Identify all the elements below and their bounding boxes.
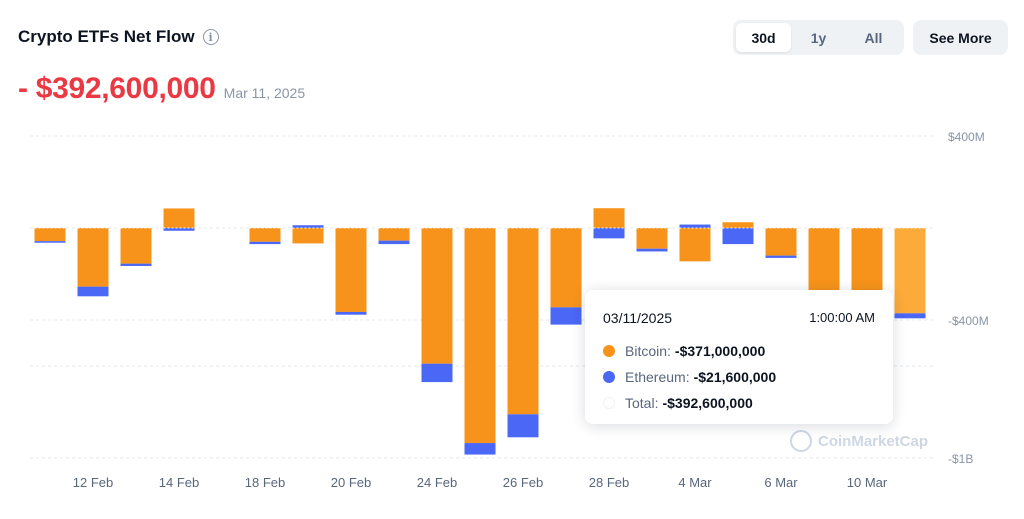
tooltip-date: 03/11/2025 bbox=[603, 310, 673, 326]
bar-ethereum bbox=[335, 311, 367, 315]
tooltip-time: 1:00:00 AM bbox=[809, 310, 875, 325]
bar-bitcoin bbox=[163, 208, 195, 228]
bar-ethereum bbox=[679, 224, 711, 228]
info-icon[interactable]: i bbox=[202, 29, 219, 45]
bar-bitcoin bbox=[507, 228, 539, 415]
net-flow-date: Mar 11, 2025 bbox=[223, 85, 306, 101]
bar-ethereum bbox=[163, 228, 195, 231]
coinmarketcap-logo-icon bbox=[790, 430, 812, 452]
chart-title: Crypto ETFs Net Flow bbox=[18, 27, 195, 46]
bar-bitcoin bbox=[421, 228, 453, 364]
x-tick-label: 14 Feb bbox=[159, 475, 199, 490]
chart-header: Crypto ETFs Net Flow i bbox=[18, 27, 219, 47]
bar-bitcoin bbox=[593, 208, 625, 228]
tooltip-label: Bitcoin: bbox=[625, 343, 671, 359]
x-tick-label: 18 Feb bbox=[245, 475, 285, 490]
bar-bitcoin bbox=[722, 222, 754, 228]
y-tick-label: -$1B bbox=[948, 452, 973, 466]
bar-ethereum bbox=[120, 263, 152, 266]
tooltip-label: Total: bbox=[625, 395, 659, 411]
bar-bitcoin bbox=[77, 228, 109, 287]
chart-tooltip: 03/11/2025 1:00:00 AM Bitcoin: -$371,000… bbox=[585, 290, 893, 424]
x-tick-label: 10 Mar bbox=[847, 475, 888, 490]
tooltip-label: Ethereum: bbox=[625, 369, 690, 385]
watermark-text: CoinMarketCap bbox=[818, 432, 929, 450]
bar-bitcoin bbox=[851, 228, 883, 293]
bar-ethereum bbox=[34, 241, 66, 243]
tooltip-row-ethereum: Ethereum: -$21,600,000 bbox=[603, 364, 875, 390]
y-tick-label: $400M bbox=[948, 130, 985, 144]
tooltip-row-total: Total: -$392,600,000 bbox=[603, 390, 875, 416]
bar-ethereum bbox=[77, 286, 109, 297]
bar-bitcoin bbox=[378, 228, 410, 241]
time-range-selector: 30d 1y All bbox=[733, 20, 904, 55]
x-tick-label: 20 Feb bbox=[331, 475, 371, 490]
bar-bitcoin bbox=[335, 228, 367, 312]
bar-ethereum bbox=[894, 313, 926, 319]
bar-bitcoin bbox=[636, 228, 668, 249]
bar-ethereum bbox=[593, 228, 625, 239]
bar-bitcoin bbox=[249, 228, 281, 242]
y-tick-label: -$400M bbox=[948, 314, 989, 328]
bar-ethereum bbox=[249, 241, 281, 245]
bar-ethereum bbox=[421, 363, 453, 383]
bar-bitcoin bbox=[34, 228, 66, 242]
x-tick-label: 6 Mar bbox=[764, 475, 798, 490]
bar-ethereum bbox=[378, 240, 410, 245]
tooltip-row-bitcoin: Bitcoin: -$371,000,000 bbox=[603, 338, 875, 364]
tooltip-value: -$392,600,000 bbox=[662, 395, 753, 411]
bar-ethereum bbox=[292, 225, 324, 228]
bar-bitcoin bbox=[292, 228, 324, 244]
bar-bitcoin bbox=[464, 228, 496, 444]
range-tab-30d[interactable]: 30d bbox=[736, 23, 791, 52]
bar-bitcoin bbox=[765, 228, 797, 256]
x-tick-label: 28 Feb bbox=[589, 475, 629, 490]
bar-ethereum bbox=[550, 307, 582, 325]
bar-ethereum bbox=[765, 255, 797, 258]
x-tick-label: 24 Feb bbox=[417, 475, 457, 490]
x-tick-label: 26 Feb bbox=[503, 475, 543, 490]
net-flow-value: - $392,600,000 bbox=[18, 72, 216, 105]
total-dot-icon bbox=[603, 397, 615, 409]
range-tab-all[interactable]: All bbox=[864, 29, 883, 46]
bar-bitcoin bbox=[120, 228, 152, 264]
bar-bitcoin bbox=[679, 228, 711, 262]
x-tick-label: 4 Mar bbox=[678, 475, 712, 490]
tooltip-value: -$371,000,000 bbox=[674, 343, 766, 359]
bar-ethereum bbox=[722, 228, 754, 245]
bitcoin-dot-icon bbox=[603, 345, 615, 357]
see-more-button[interactable]: See More bbox=[913, 20, 1008, 55]
ethereum-dot-icon bbox=[603, 371, 615, 383]
bar-ethereum bbox=[464, 443, 496, 455]
current-value-row: - $392,600,000 Mar 11, 2025 bbox=[18, 72, 305, 106]
watermark: CoinMarketCap bbox=[790, 430, 928, 452]
range-tab-1y[interactable]: 1y bbox=[810, 29, 827, 46]
tooltip-value: -$21,600,000 bbox=[693, 369, 777, 385]
bar-bitcoin bbox=[550, 228, 582, 308]
x-tick-label: 12 Feb bbox=[73, 475, 113, 490]
bar-bitcoin bbox=[894, 228, 926, 314]
bar-ethereum bbox=[507, 414, 539, 438]
bar-ethereum bbox=[636, 248, 668, 252]
